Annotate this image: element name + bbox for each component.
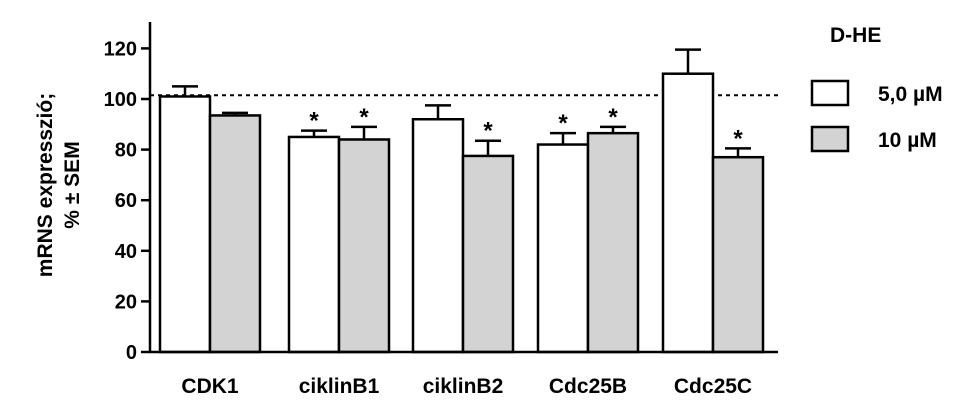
y-tick-label-20: 20 [115, 291, 137, 313]
y-axis-label: mRNS expresszió; % ± SEM [34, 93, 84, 277]
y-tick-label-40: 40 [115, 241, 137, 263]
bar-CDK1-series-1 [208, 114, 262, 354]
significance-mark-Cdc25B-series-1: * [608, 104, 618, 131]
legend-swatch-series-1 [810, 125, 850, 153]
bar-CDK1-series-0 [158, 95, 212, 354]
bar-Cdc25B-series-0 [536, 143, 590, 354]
bar-ciklinB2-series-0 [411, 117, 465, 354]
y-tick-label-80: 80 [115, 140, 137, 162]
y-axis-label-line-1: mRNS expresszió; [34, 93, 57, 277]
legend-label-series-1: 10 µM [878, 129, 937, 152]
legend-swatch-series-0 [810, 79, 850, 107]
bar-Cdc25B-series-1 [586, 131, 640, 354]
significance-mark-ciklinB2-series-1: * [483, 118, 493, 145]
significance-mark-Cdc25C-series-1: * [733, 125, 743, 152]
bar-Cdc25C-series-1 [711, 155, 765, 354]
significance-mark-ciklinB1-series-0: * [309, 108, 319, 135]
bar-ciklinB2-series-1 [461, 154, 515, 354]
x-tick-label-ciklinB2: ciklinB2 [423, 375, 504, 398]
y-tick-label-100: 100 [104, 89, 137, 111]
legend: D-HE 5,0 µM 10 µM [810, 24, 943, 153]
x-tick-label-Cdc25C: Cdc25C [674, 375, 752, 398]
x-tick-label-CDK1: CDK1 [181, 375, 238, 398]
x-tick-label-Cdc25B: Cdc25B [549, 375, 627, 398]
legend-title: D-HE [830, 24, 881, 47]
y-tick-label-60: 60 [115, 190, 137, 212]
legend-label-series-0: 5,0 µM [878, 83, 943, 106]
y-tick-label-120: 120 [104, 38, 137, 60]
bar-ciklinB1-series-0 [287, 135, 341, 354]
significance-mark-Cdc25B-series-0: * [558, 110, 568, 137]
significance-mark-ciklinB1-series-1: * [359, 104, 369, 131]
bar-ciklinB1-series-1 [337, 138, 391, 354]
bar-Cdc25C-series-0 [661, 72, 715, 354]
y-axis-label-line-2: % ± SEM [61, 141, 84, 228]
y-tick-label-0: 0 [126, 342, 137, 364]
x-tick-label-ciklinB1: ciklinB1 [299, 375, 380, 398]
